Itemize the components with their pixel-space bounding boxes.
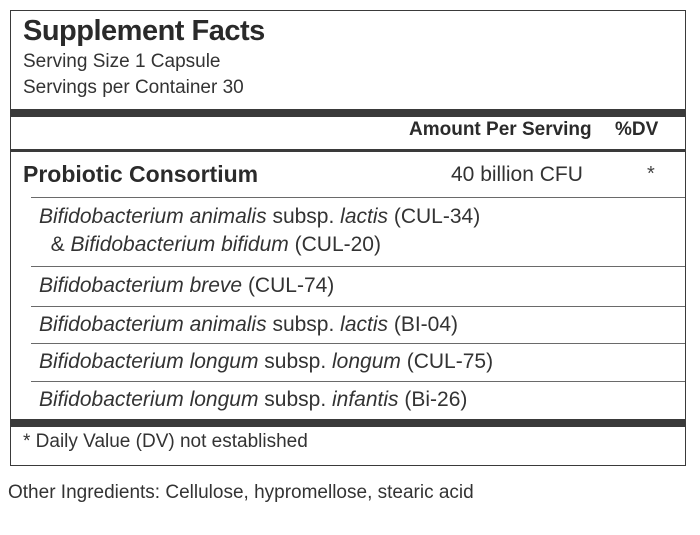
- divider-thin: [31, 197, 685, 198]
- panel-title: Supplement Facts: [23, 15, 265, 47]
- consortium-amount: 40 billion CFU: [451, 163, 583, 186]
- ingredient-text: (Bi-26): [398, 388, 468, 411]
- footnote: * Daily Value (DV) not established: [23, 431, 308, 452]
- supplement-facts-panel: Supplement Facts Serving Size 1 Capsule …: [10, 10, 686, 466]
- ingredient-species: lactis: [340, 205, 389, 228]
- ingredient-text: (CUL-34): [388, 205, 481, 228]
- divider-thin: [31, 343, 685, 344]
- ingredient-text: subsp.: [266, 205, 341, 228]
- ingredient-text: (CUL-74): [242, 274, 335, 297]
- ingredient-line: & Bifidobacterium bifidum (CUL-20): [39, 233, 381, 257]
- servings-per-container: Servings per Container 30: [23, 77, 244, 98]
- serving-size: Serving Size 1 Capsule: [23, 51, 221, 72]
- ingredient-text: subsp.: [266, 313, 341, 336]
- ingredient-species: Bifidobacterium longum: [39, 388, 259, 411]
- divider-thick: [11, 419, 685, 427]
- dv-header: %DV: [615, 119, 659, 140]
- ingredient-line: Bifidobacterium longum subsp. longum (CU…: [39, 350, 493, 374]
- divider-thin: [31, 266, 685, 267]
- ingredient-species: Bifidobacterium breve: [39, 274, 243, 297]
- amount-per-serving-header: Amount Per Serving: [409, 119, 592, 140]
- divider-thin: [31, 381, 685, 382]
- ingredient-text: (CUL-20): [288, 233, 381, 256]
- ingredient-species: Bifidobacterium longum: [39, 350, 259, 373]
- ingredient-line: Bifidobacterium longum subsp. infantis (…: [39, 388, 467, 412]
- other-ingredients: Other Ingredients: Cellulose, hypromello…: [8, 482, 474, 503]
- ingredient-text: (CUL-75): [400, 350, 494, 373]
- ingredient-species: infantis: [332, 388, 399, 411]
- ingredient-text: subsp.: [258, 388, 332, 411]
- divider-medium: [11, 149, 685, 152]
- ingredient-text: &: [39, 233, 71, 256]
- ingredient-text: subsp.: [258, 350, 332, 373]
- ingredient-text: (BI-04): [388, 313, 459, 336]
- ingredient-species: longum: [332, 350, 401, 373]
- divider-thick: [11, 109, 685, 117]
- divider-thin: [31, 306, 685, 307]
- consortium-dv: *: [647, 163, 655, 185]
- ingredient-species: Bifidobacterium animalis: [39, 313, 267, 336]
- ingredient-species: lactis: [340, 313, 389, 336]
- ingredient-line: Bifidobacterium breve (CUL-74): [39, 274, 334, 298]
- ingredient-species: Bifidobacterium animalis: [39, 205, 267, 228]
- ingredient-line: Bifidobacterium animalis subsp. lactis (…: [39, 205, 480, 229]
- consortium-name: Probiotic Consortium: [23, 161, 259, 187]
- ingredient-species: Bifidobacterium bifidum: [70, 233, 289, 256]
- ingredient-line: Bifidobacterium animalis subsp. lactis (…: [39, 313, 458, 337]
